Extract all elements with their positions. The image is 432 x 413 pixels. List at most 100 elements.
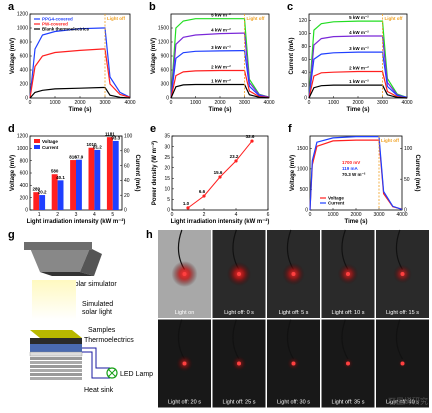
legend-swatch [34,139,40,143]
power-density-point [186,206,190,210]
y-tick-label: 200 [20,82,29,88]
y-tick-label: 0 [305,208,308,214]
y-tick-label: 1000 [17,26,28,32]
photo-caption: Light off: 40 s [386,400,419,406]
y-tick-label: 400 [20,68,29,74]
panel-e: e 0 2 4 6 0 5 10 15 20 25 30 35 Light irradiation int… [150,123,270,225]
series-line-1 [170,32,270,99]
led-lamp-label: LED Lamp [120,371,153,378]
x-tick-label: 3000 [99,100,110,106]
power-density-point [250,139,254,143]
light-off-label: Light off [107,16,125,21]
y2-axis-label: Current (mA) [134,155,140,192]
photo-cell: Light off: 25 s [212,319,266,408]
x-tick-label: 1000 [327,212,338,218]
y-tick-label: 500 [300,187,309,193]
voltage-data-label: 1181 [105,132,115,137]
x-tick-label: 0 [171,212,174,218]
y-tick-label: 120 [299,18,308,24]
legend-entry: Current [42,145,59,150]
light-off-label: Light off [385,16,403,21]
series-line-4 [170,83,270,99]
panel-label: a [8,1,15,13]
photo-caption: Light off: 20 s [168,400,201,406]
current-bar [57,180,64,210]
y-axis-label: Voltage (mV) [151,38,157,74]
simulated-light-beam [32,280,76,320]
level-label: 3 kW m⁻² [211,45,231,50]
y-tick-label: 200 [20,195,29,201]
y-tick-label: 35 [164,134,170,140]
series-line-4 [308,84,408,99]
y-tick-label: 1500 [158,26,169,32]
legend-entry: Current [328,201,345,206]
photo-cell: Light off: 15 s [376,229,429,318]
panel-h-label: h [146,229,153,241]
panel-label: c [287,1,293,13]
power-density-point [202,194,206,198]
watermark: 石墨烯研究 [388,397,428,406]
y-tick-label: 1200 [17,12,28,18]
y-tick-label: 10 [164,187,170,193]
y-tick-label: 1200 [17,134,28,140]
current-data-label: 20.2 [38,190,47,195]
series-line-2 [170,49,270,99]
annotation: 70.3 W m⁻² [342,172,366,177]
photo-caption: Light off: 0 s [224,310,254,316]
photo-caption: Light off: 10 s [332,310,365,316]
voltage-bar [33,192,40,210]
led-bulb-icon [346,272,350,276]
x-axis-label: Time (s) [345,219,368,225]
y2-tick-label: 40 [124,178,130,184]
series-line-0 [29,27,131,99]
voltage-bar [106,137,113,210]
voltage-bar [70,160,76,210]
y-tick-label: 800 [20,158,29,164]
led-wire [286,319,295,360]
panel-label: e [150,123,156,135]
x-tick-label: 5 [111,212,114,218]
y2-tick-label: 100 [124,134,133,140]
solar-simulator-label: Solar simulator [70,281,117,288]
series-line-0 [308,20,408,99]
x-tick-label: 0 [309,212,312,218]
series-line-3 [308,70,408,99]
photo-cell: Light off: 5 s [267,229,320,318]
x-tick-label: 0 [308,100,311,106]
x-axis-label: Time (s) [347,107,370,113]
x-tick-label: 1000 [49,100,60,106]
legend-entry: Voltage [328,196,344,201]
voltage-data-label: 289 [32,187,40,192]
voltage-data-label: 1010 [86,142,97,147]
series-line-2 [308,51,408,99]
power-density-data-label: 23.2 [230,154,239,159]
led-wire [341,319,349,360]
y-tick-label: 5 [167,197,170,203]
photo-cell: Light off: 30 s [267,319,320,408]
y-tick-label: 1200 [158,40,169,46]
y2-tick-label: 80 [124,149,130,155]
panel-d: d 0 200 400 600 800 1000 1200 0 20 40 60 80 100 28920.… [8,123,140,225]
level-label: 5 kW m⁻² [211,13,231,18]
photo-cell: Light off: 35 s [321,319,375,408]
y-tick-label: 30 [164,144,170,150]
voltage-bar [51,174,58,210]
y-tick-label: 100 [299,31,308,37]
solar-light-label: solar light [82,309,112,316]
led-bulb-icon [182,272,187,276]
y-tick-label: 25 [164,155,170,161]
level-label: 1 kW m⁻² [211,79,231,84]
series-line-1 [29,48,131,99]
panel-label: d [8,123,15,135]
led-bulb-icon [400,361,405,366]
y-tick-label: 600 [161,68,170,74]
current-bar [94,149,101,210]
panel-g-label: g [8,229,15,241]
x-tick-label: 4000 [396,212,407,218]
y-tick-label: 0 [304,96,307,102]
level-label: 4 kW m⁻² [211,28,231,33]
panel-a: a 0 1000 2000 3000 4000 0 200 400 600 800 1000 1200 T… [8,1,136,113]
simulated-label: Simulated [82,301,113,308]
heat-sink-icon [30,357,82,380]
